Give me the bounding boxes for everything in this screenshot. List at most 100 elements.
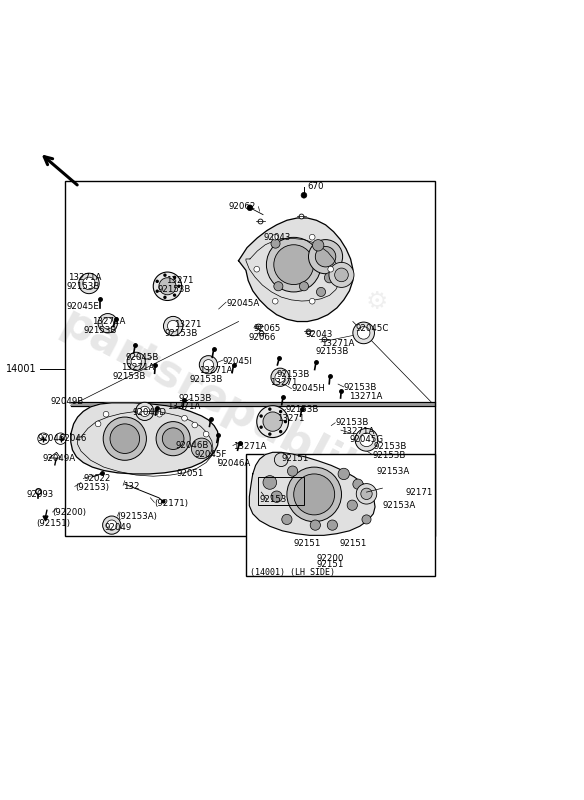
Text: (92200): (92200) (53, 508, 86, 517)
Text: 13271A: 13271A (68, 274, 101, 282)
Circle shape (287, 467, 342, 522)
Text: 92046A: 92046A (217, 459, 251, 468)
Text: ⚙: ⚙ (366, 290, 388, 314)
Circle shape (268, 432, 272, 436)
Circle shape (272, 234, 278, 240)
Text: 13271A: 13271A (121, 362, 154, 371)
Text: 13271A: 13271A (199, 366, 232, 375)
Text: 13271: 13271 (277, 414, 304, 422)
Circle shape (272, 298, 278, 304)
Circle shape (353, 479, 363, 490)
Circle shape (353, 322, 374, 344)
Circle shape (102, 318, 113, 329)
Circle shape (360, 433, 373, 446)
Text: 92045E: 92045E (67, 302, 100, 310)
Polygon shape (238, 218, 353, 322)
Circle shape (268, 407, 272, 411)
Circle shape (308, 240, 343, 274)
Circle shape (155, 280, 159, 283)
Text: 92151: 92151 (281, 454, 308, 463)
Text: (92151): (92151) (37, 519, 71, 529)
Text: partsrepublik: partsrepublik (53, 302, 373, 498)
Circle shape (177, 285, 180, 288)
Circle shape (168, 320, 179, 332)
Bar (65, 181, 434, 537)
Polygon shape (71, 403, 218, 474)
Bar (259, 477, 304, 506)
Circle shape (157, 411, 162, 417)
Circle shape (310, 520, 321, 530)
Circle shape (162, 428, 184, 450)
Circle shape (301, 193, 307, 198)
Circle shape (254, 266, 260, 272)
Text: (14001) (LH SIDE): (14001) (LH SIDE) (251, 568, 335, 578)
Circle shape (136, 409, 142, 414)
Text: 92045I: 92045I (223, 357, 252, 366)
Circle shape (127, 352, 145, 370)
Circle shape (281, 514, 292, 525)
Text: 92046B: 92046B (176, 441, 210, 450)
Circle shape (247, 205, 253, 210)
Circle shape (274, 282, 283, 291)
Circle shape (310, 234, 315, 240)
Text: 92153A: 92153A (377, 466, 410, 475)
Text: 92153B: 92153B (84, 326, 117, 335)
Text: 92045H: 92045H (291, 384, 325, 393)
Circle shape (271, 239, 280, 248)
Circle shape (192, 422, 197, 428)
Text: 92051: 92051 (176, 470, 204, 478)
Circle shape (266, 238, 321, 292)
Circle shape (271, 491, 282, 502)
Circle shape (355, 429, 378, 451)
Text: 92049A: 92049A (43, 454, 75, 462)
Circle shape (153, 272, 182, 301)
Circle shape (356, 483, 377, 504)
Circle shape (98, 314, 117, 333)
Circle shape (294, 474, 335, 515)
Circle shape (279, 430, 282, 434)
Text: 92065: 92065 (254, 325, 281, 334)
Text: 92151: 92151 (294, 539, 321, 548)
Text: 13271A: 13271A (321, 338, 354, 348)
Circle shape (274, 453, 288, 466)
Text: 92049: 92049 (105, 523, 132, 532)
Circle shape (274, 245, 314, 285)
Circle shape (140, 406, 150, 417)
Circle shape (95, 421, 101, 426)
Circle shape (362, 515, 371, 524)
Circle shape (263, 412, 282, 431)
Text: 92022: 92022 (84, 474, 110, 483)
Text: 92153B: 92153B (335, 418, 369, 427)
Text: (92153A): (92153A) (117, 512, 157, 521)
Circle shape (327, 520, 338, 530)
Text: 92153: 92153 (260, 495, 287, 504)
Circle shape (329, 262, 354, 287)
Circle shape (135, 402, 154, 421)
Text: 92043: 92043 (305, 330, 333, 339)
Text: 92200: 92200 (317, 554, 344, 562)
Polygon shape (49, 452, 61, 458)
Bar (246, 454, 434, 576)
Circle shape (38, 433, 49, 444)
Text: 92066: 92066 (248, 333, 276, 342)
Circle shape (103, 417, 147, 460)
Circle shape (257, 406, 288, 438)
Circle shape (155, 290, 159, 293)
Circle shape (110, 424, 140, 454)
Polygon shape (249, 452, 375, 535)
Circle shape (279, 410, 282, 414)
Circle shape (83, 277, 95, 290)
Text: 13271A: 13271A (349, 391, 383, 401)
Text: 92153B: 92153B (372, 451, 405, 460)
Text: 92153B: 92153B (373, 442, 406, 451)
Text: 92153B: 92153B (157, 285, 190, 294)
Text: 92093: 92093 (26, 490, 54, 499)
Text: 92062: 92062 (229, 202, 256, 211)
Text: (92153): (92153) (75, 482, 109, 491)
Circle shape (203, 360, 214, 370)
Circle shape (263, 476, 277, 490)
Text: 92046: 92046 (38, 434, 65, 443)
Circle shape (347, 500, 357, 510)
Text: 13271A: 13271A (92, 317, 126, 326)
Text: (92171): (92171) (154, 499, 189, 508)
